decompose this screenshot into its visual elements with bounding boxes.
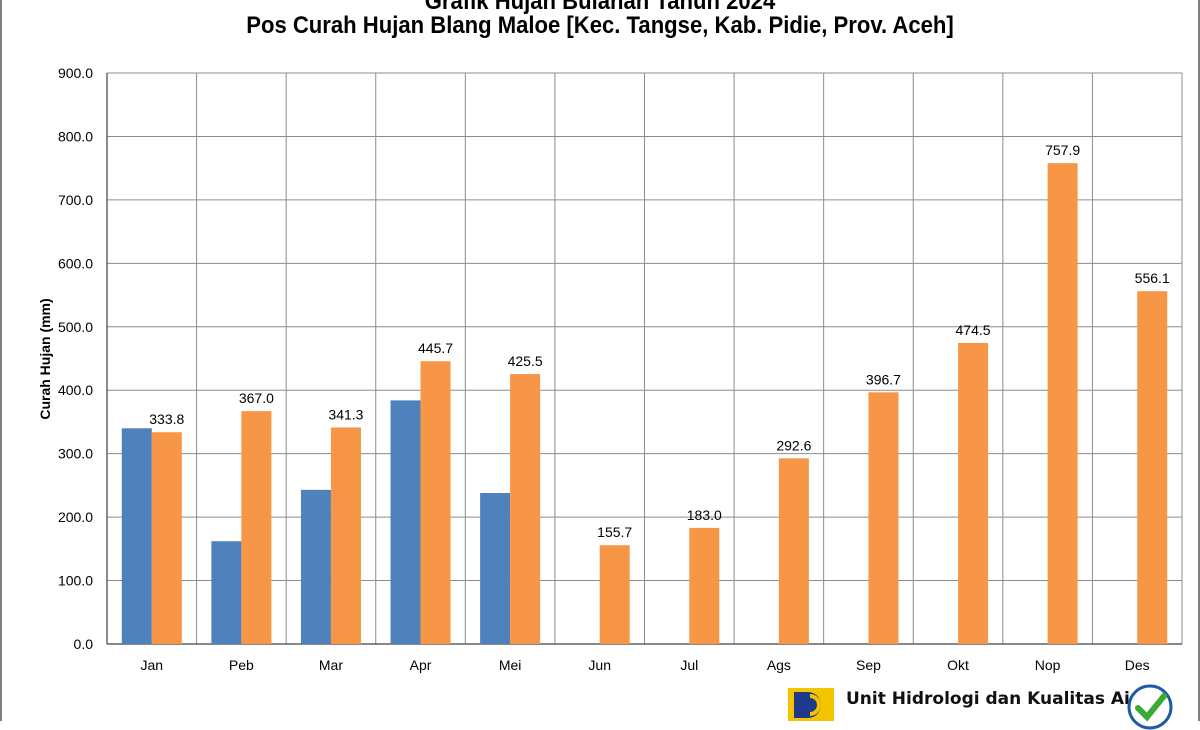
x-tick-label: Ags bbox=[767, 657, 791, 673]
x-tick-label: Nop bbox=[1035, 657, 1061, 673]
bar-series-1-okt bbox=[958, 342, 989, 644]
x-tick-label: Mar bbox=[319, 657, 343, 673]
x-tick-label: Jul bbox=[680, 657, 698, 673]
bar-series-1-mei bbox=[510, 374, 541, 644]
x-tick-label: Okt bbox=[947, 657, 969, 673]
data-label: 757.9 bbox=[1045, 142, 1080, 158]
y-tick-label: 600.0 bbox=[58, 255, 93, 271]
iso-certification-badge bbox=[1127, 684, 1173, 730]
y-tick-label: 300.0 bbox=[58, 446, 93, 462]
data-label: 556.1 bbox=[1135, 270, 1170, 286]
bars bbox=[121, 163, 1168, 645]
y-tick-label: 700.0 bbox=[58, 192, 93, 208]
bar-series-0-peb bbox=[211, 541, 242, 644]
y-tick-label: 900.0 bbox=[58, 65, 93, 81]
bar-series-1-peb bbox=[241, 411, 272, 644]
data-label: 341.3 bbox=[328, 406, 363, 422]
value-labels: 333.8 367.0 341.3 445.7 425.5 155.7 183.0 292.6… bbox=[149, 142, 1170, 540]
frame-right-border bbox=[1198, 0, 1200, 721]
bar-series-0-mei bbox=[480, 493, 511, 644]
x-tick-label: Jan bbox=[141, 657, 164, 673]
y-tick-label: 400.0 bbox=[58, 382, 93, 398]
frame-left-border bbox=[0, 0, 2, 721]
tick-labels: 0.0 100.0 200.0 300.0 400.0 500.0 600.0 700.0 80… bbox=[58, 65, 1150, 673]
y-tick-label: 200.0 bbox=[58, 509, 93, 525]
x-tick-label: Des bbox=[1125, 657, 1150, 673]
data-label: 155.7 bbox=[597, 524, 632, 540]
bar-series-1-apr bbox=[420, 361, 451, 644]
data-label: 183.0 bbox=[687, 507, 722, 523]
data-label: 425.5 bbox=[508, 353, 543, 369]
bar-series-1-des bbox=[1137, 291, 1168, 644]
y-tick-label: 100.0 bbox=[58, 573, 93, 589]
organization-name: Unit Hidrologi dan Kualitas Air bbox=[846, 689, 1139, 709]
bar-series-1-jan bbox=[151, 432, 182, 644]
x-tick-label: Peb bbox=[229, 657, 254, 673]
bar-series-1-sep bbox=[868, 392, 899, 644]
x-tick-label: Jun bbox=[588, 657, 611, 673]
x-tick-label: Apr bbox=[410, 657, 432, 673]
bar-series-1-mar bbox=[330, 427, 361, 644]
data-label: 474.5 bbox=[956, 322, 991, 338]
data-label: 445.7 bbox=[418, 340, 453, 356]
chart-subtitle: Pos Curah Hujan Blang Maloe [Kec. Tangse… bbox=[246, 12, 954, 39]
bar-series-0-mar bbox=[300, 489, 331, 644]
data-label: 292.6 bbox=[776, 437, 811, 453]
x-tick-label: Mei bbox=[499, 657, 522, 673]
bar-series-0-apr bbox=[390, 400, 421, 644]
y-tick-label: 0.0 bbox=[74, 636, 94, 652]
bar-series-0-jan bbox=[121, 428, 152, 644]
chart-title: Grafik Hujan Bulanan Tahun 2024 bbox=[424, 0, 776, 15]
logo-arc bbox=[809, 694, 821, 716]
bar-series-1-nop bbox=[1047, 163, 1078, 645]
bar-series-1-jun bbox=[599, 545, 630, 644]
data-label: 367.0 bbox=[239, 390, 274, 406]
bar-chart: 333.8 367.0 341.3 445.7 425.5 155.7 183.0 292.6… bbox=[37, 65, 1183, 673]
bar-series-1-ags bbox=[778, 458, 809, 644]
pu-logo bbox=[788, 688, 834, 721]
y-tick-label: 500.0 bbox=[58, 319, 93, 335]
x-tick-label: Sep bbox=[856, 657, 881, 673]
bar-series-1-jul bbox=[689, 527, 720, 644]
data-label: 396.7 bbox=[866, 371, 901, 387]
check-icon bbox=[1135, 693, 1167, 722]
y-tick-label: 800.0 bbox=[58, 128, 93, 144]
y-axis-label: Curah Hujan (mm) bbox=[37, 298, 53, 419]
data-label: 333.8 bbox=[149, 411, 184, 427]
logo-mark bbox=[794, 692, 821, 718]
grid-lines bbox=[106, 72, 1183, 645]
